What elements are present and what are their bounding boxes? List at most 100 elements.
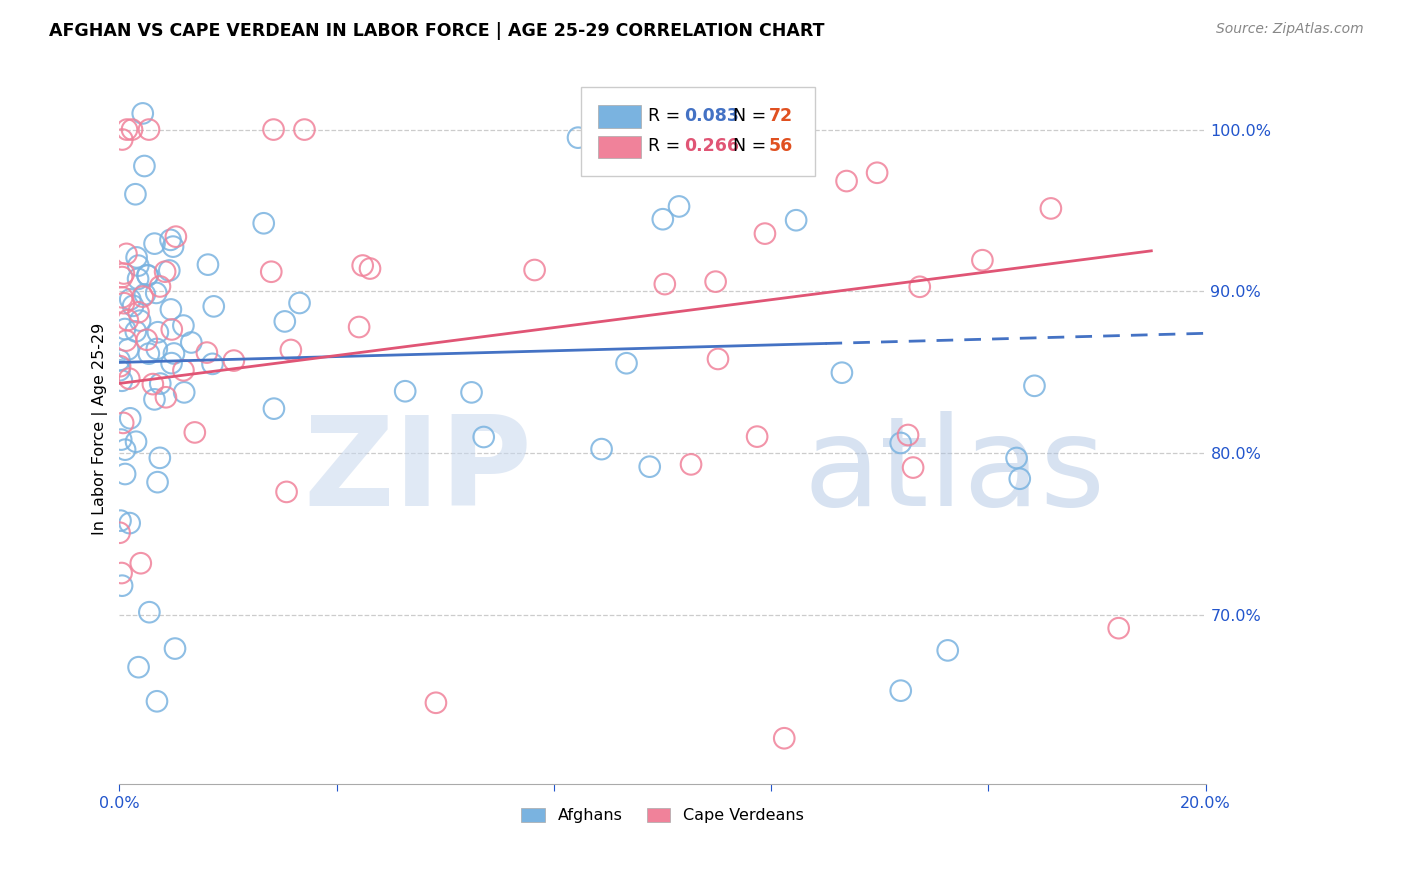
Legend: Afghans, Cape Verdeans: Afghans, Cape Verdeans xyxy=(515,802,810,830)
Point xyxy=(112,416,135,430)
Point xyxy=(908,280,931,294)
Point xyxy=(679,458,702,472)
Point xyxy=(523,263,546,277)
Point xyxy=(128,305,150,319)
Text: 0.266: 0.266 xyxy=(685,137,740,155)
Point xyxy=(114,467,136,481)
Point xyxy=(288,296,311,310)
Point xyxy=(135,333,157,347)
Point xyxy=(1108,621,1130,635)
Point xyxy=(138,605,160,619)
Point xyxy=(142,377,165,392)
Point xyxy=(149,450,172,465)
Text: atlas: atlas xyxy=(804,411,1107,532)
Point xyxy=(153,265,176,279)
Point xyxy=(108,359,131,374)
Point xyxy=(149,279,172,293)
Point xyxy=(127,259,149,273)
Point xyxy=(745,429,768,443)
Point xyxy=(197,258,219,272)
Point xyxy=(125,251,148,265)
Point xyxy=(108,353,131,368)
Point xyxy=(460,385,482,400)
Point xyxy=(163,346,186,360)
Point xyxy=(114,322,136,336)
Point xyxy=(118,516,141,530)
Point xyxy=(567,130,589,145)
Point xyxy=(112,267,135,281)
Point xyxy=(294,122,316,136)
Text: AFGHAN VS CAPE VERDEAN IN LABOR FORCE | AGE 25-29 CORRELATION CHART: AFGHAN VS CAPE VERDEAN IN LABOR FORCE | … xyxy=(49,22,825,40)
Point xyxy=(125,324,148,338)
Point xyxy=(890,436,912,450)
Point xyxy=(654,277,676,291)
Point xyxy=(1005,450,1028,465)
Point xyxy=(773,731,796,746)
Point xyxy=(117,313,139,327)
Point xyxy=(668,199,690,213)
Point xyxy=(831,366,853,380)
Point xyxy=(263,401,285,416)
Point xyxy=(160,322,183,336)
Point xyxy=(280,343,302,357)
Point xyxy=(129,556,152,570)
Point xyxy=(111,579,134,593)
Point xyxy=(202,299,225,313)
Point xyxy=(108,525,131,540)
Point xyxy=(143,236,166,251)
Point xyxy=(425,696,447,710)
Point xyxy=(972,253,994,268)
Text: 72: 72 xyxy=(769,107,793,125)
FancyBboxPatch shape xyxy=(581,87,814,176)
Point xyxy=(222,353,245,368)
Point xyxy=(115,247,138,261)
Point xyxy=(136,268,159,282)
Point xyxy=(108,363,131,377)
Text: R =: R = xyxy=(648,107,686,125)
Point xyxy=(172,363,194,377)
Point xyxy=(274,314,297,328)
Point xyxy=(163,641,186,656)
Point xyxy=(128,660,150,674)
Point xyxy=(754,227,776,241)
Point xyxy=(146,694,169,708)
Point xyxy=(689,146,711,161)
Point xyxy=(136,268,159,283)
Point xyxy=(125,434,148,449)
Text: Source: ZipAtlas.com: Source: ZipAtlas.com xyxy=(1216,22,1364,37)
Point xyxy=(127,272,149,286)
Point xyxy=(901,460,924,475)
Point xyxy=(149,376,172,391)
Point xyxy=(110,514,132,528)
Point xyxy=(276,484,298,499)
Point xyxy=(201,357,224,371)
Point xyxy=(115,122,138,136)
Point xyxy=(835,174,858,188)
Point xyxy=(120,411,142,425)
FancyBboxPatch shape xyxy=(599,105,641,128)
Point xyxy=(785,213,807,227)
Point xyxy=(124,187,146,202)
Point xyxy=(155,390,177,404)
Point xyxy=(121,122,143,136)
Point xyxy=(1039,202,1062,216)
Point xyxy=(129,313,152,327)
Point xyxy=(866,166,889,180)
Point xyxy=(132,106,155,120)
Point xyxy=(115,334,138,348)
Point xyxy=(253,216,276,230)
Point xyxy=(160,302,183,317)
Point xyxy=(347,320,370,334)
Y-axis label: In Labor Force | Age 25-29: In Labor Force | Age 25-29 xyxy=(93,323,108,535)
Point xyxy=(111,132,134,146)
Point xyxy=(160,356,183,370)
Point xyxy=(114,442,136,457)
Point xyxy=(638,459,661,474)
Point xyxy=(260,265,283,279)
Point xyxy=(1024,379,1046,393)
Point xyxy=(394,384,416,399)
Point xyxy=(165,229,187,244)
Point xyxy=(111,290,134,304)
Point xyxy=(180,335,202,350)
Text: R =: R = xyxy=(648,137,686,155)
